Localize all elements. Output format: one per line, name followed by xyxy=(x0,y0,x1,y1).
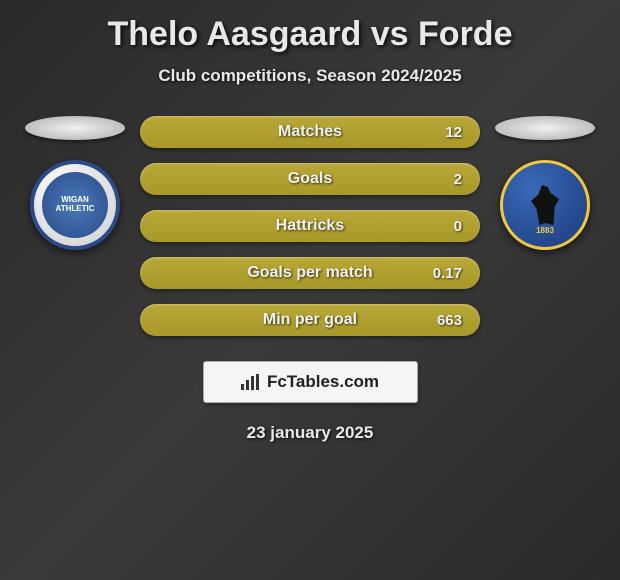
left-badge-column: WIGAN ATHLETIC xyxy=(25,116,125,250)
content-row: WIGAN ATHLETIC Matches 12 Goals 2 Hattri… xyxy=(10,116,610,336)
page-title: Thelo Aasgaard vs Forde xyxy=(10,15,610,54)
right-badge-year: 1883 xyxy=(536,226,554,235)
right-oval-decoration xyxy=(495,116,595,140)
right-badge-column: 1883 xyxy=(495,116,595,250)
left-team-badge: WIGAN ATHLETIC xyxy=(30,160,120,250)
stat-label: Min per goal xyxy=(263,311,357,329)
stat-value: 2 xyxy=(454,171,462,188)
chart-bars-icon xyxy=(241,374,261,390)
stat-value: 0.17 xyxy=(433,265,462,282)
left-badge-line2: ATHLETIC xyxy=(56,204,95,213)
stat-bar-min-per-goal: Min per goal 663 xyxy=(140,304,480,336)
stat-value: 0 xyxy=(454,218,462,235)
stat-bar-hattricks: Hattricks 0 xyxy=(140,210,480,242)
right-team-badge: 1883 xyxy=(500,160,590,250)
stat-value: 663 xyxy=(437,312,462,329)
left-badge-line1: WIGAN xyxy=(61,195,89,204)
stat-label: Matches xyxy=(278,123,342,141)
brand-box: FcTables.com xyxy=(203,361,418,403)
stat-label: Hattricks xyxy=(276,217,344,235)
stat-label: Goals xyxy=(288,170,332,188)
stat-label: Goals per match xyxy=(247,264,372,282)
stat-bar-matches: Matches 12 xyxy=(140,116,480,148)
stat-value: 12 xyxy=(445,124,462,141)
left-oval-decoration xyxy=(25,116,125,140)
stat-bar-goals-per-match: Goals per match 0.17 xyxy=(140,257,480,289)
stats-column: Matches 12 Goals 2 Hattricks 0 Goals per… xyxy=(140,116,480,336)
stat-bar-goals: Goals 2 xyxy=(140,163,480,195)
date-text: 23 january 2025 xyxy=(10,423,610,443)
brand-text: FcTables.com xyxy=(267,372,379,392)
subtitle: Club competitions, Season 2024/2025 xyxy=(10,66,610,86)
left-badge-text: WIGAN ATHLETIC xyxy=(56,196,95,214)
